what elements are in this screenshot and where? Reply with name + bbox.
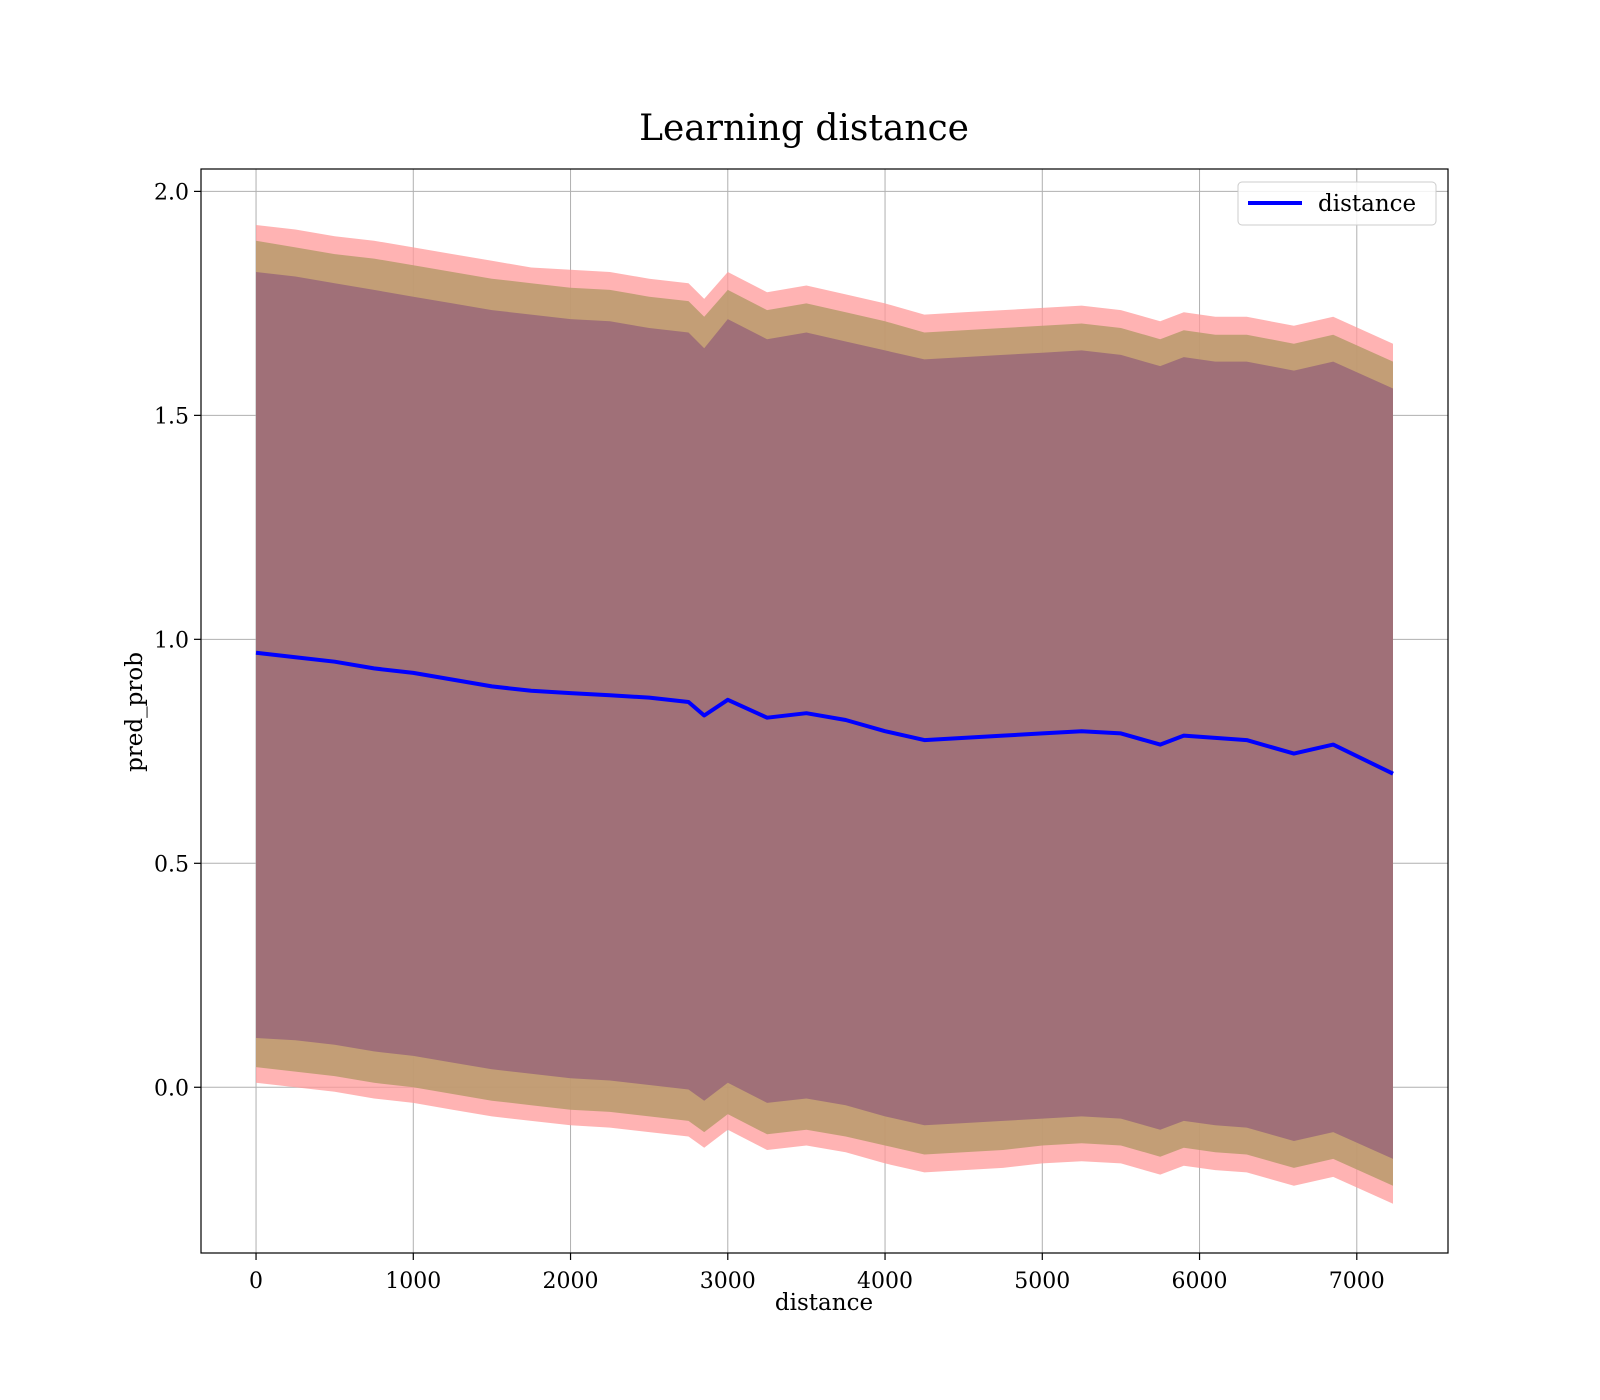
- x-tick-label: 5000: [1014, 1269, 1070, 1294]
- y-tick-label: 1.5: [154, 404, 189, 429]
- series-lines: [255, 650, 1394, 776]
- legend-label-distance: distance: [1318, 191, 1416, 217]
- y-tick-label: 0.5: [154, 852, 189, 877]
- x-tick-label: 2000: [543, 1269, 599, 1294]
- x-tick-label: 0: [249, 1269, 263, 1294]
- x-axis-ticks: 0 1000 2000 3000 4000 5000 6000 7000: [249, 1253, 1385, 1294]
- legend: distance: [1237, 181, 1437, 226]
- x-tick-label: 4000: [857, 1269, 913, 1294]
- x-axis-label: distance: [775, 1290, 873, 1316]
- plot-frame: [200, 168, 1449, 1254]
- series-line-distance: [255, 650, 1394, 776]
- y-tick-label: 0.0: [154, 1076, 189, 1101]
- x-tick-label: 7000: [1329, 1269, 1385, 1294]
- y-tick-label: 1.0: [154, 628, 189, 653]
- y-axis-ticks: 0.0 0.5 1.0 1.5 2.0: [154, 180, 201, 1101]
- x-tick-label: 3000: [700, 1269, 756, 1294]
- y-axis-label: pred_prob: [122, 652, 148, 772]
- legend-box: [1237, 181, 1437, 226]
- x-tick-label: 1000: [385, 1269, 441, 1294]
- chart-title: Learning distance: [639, 108, 969, 149]
- y-tick-label: 2.0: [154, 180, 189, 205]
- x-tick-label: 6000: [1172, 1269, 1228, 1294]
